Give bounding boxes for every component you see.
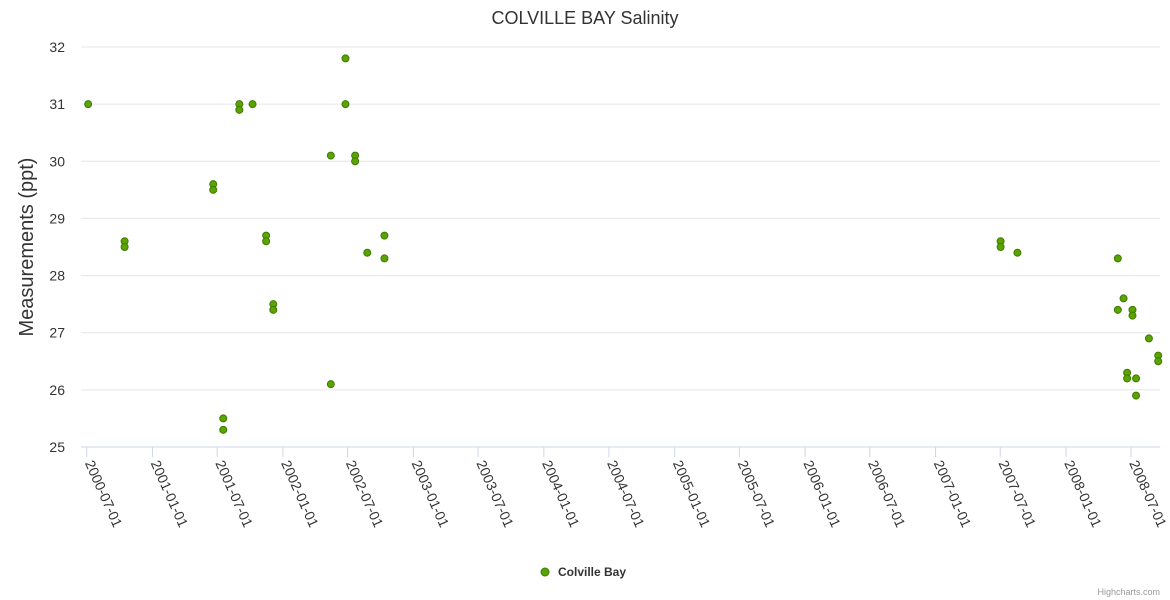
x-tick-label: 2004-07-01 [604, 458, 648, 530]
data-point[interactable] [1128, 311, 1137, 320]
y-tick-label: 32 [49, 39, 65, 55]
data-point[interactable] [209, 185, 218, 194]
x-tick-label: 2002-07-01 [343, 458, 387, 530]
x-tick-label: 2000-07-01 [82, 458, 126, 530]
data-point[interactable] [341, 100, 350, 109]
legend-marker [540, 567, 550, 577]
y-axis-label: Measurements (ppt) [16, 158, 38, 337]
x-tick-label: 2001-01-01 [148, 458, 192, 530]
x-tick-label: 2008-01-01 [1061, 458, 1105, 530]
data-point[interactable] [84, 100, 93, 109]
x-tick-label: 2008-07-01 [1126, 458, 1170, 530]
data-point[interactable] [380, 254, 389, 263]
data-point[interactable] [996, 243, 1005, 251]
data-point[interactable] [1132, 391, 1141, 400]
legend-label: Colville Bay [558, 565, 626, 579]
chart-title: COLVILLE BAY Salinity [491, 8, 678, 28]
data-point[interactable] [219, 425, 228, 434]
data-point[interactable] [1154, 357, 1163, 366]
y-tick-label: 31 [49, 96, 65, 112]
data-point[interactable] [1132, 374, 1141, 383]
points-layer [84, 54, 1163, 434]
x-tick-label: 2005-07-01 [735, 458, 779, 530]
data-point[interactable] [269, 305, 278, 314]
y-tick-label: 30 [49, 153, 65, 169]
data-point[interactable] [1113, 254, 1122, 263]
data-point[interactable] [326, 151, 335, 160]
data-point[interactable] [1119, 294, 1128, 303]
x-tick-label: 2005-01-01 [670, 458, 714, 530]
x-tick-label: 2003-01-01 [409, 458, 453, 530]
data-point[interactable] [219, 414, 228, 423]
data-point[interactable] [326, 380, 335, 389]
y-tick-label: 28 [49, 268, 65, 284]
axis-layer: 25 26 27 28 29 30 31 32 2000-07-01 2001-01-01 2001… [49, 39, 1170, 530]
y-tick-label: 26 [49, 382, 65, 398]
data-point[interactable] [1123, 374, 1132, 383]
grid-layer [81, 46, 1160, 391]
data-point[interactable] [1144, 334, 1153, 343]
x-tick-label: 2002-01-01 [278, 458, 322, 530]
x-tick-label: 2004-01-01 [539, 458, 583, 530]
y-tick-label: 27 [49, 325, 65, 341]
x-tick-label: 2003-07-01 [473, 458, 517, 530]
data-point[interactable] [363, 248, 372, 257]
data-point[interactable] [341, 54, 350, 63]
x-tick-label: 2006-07-01 [865, 458, 909, 530]
x-tick-label: 2006-01-01 [800, 458, 844, 530]
data-point[interactable] [262, 237, 271, 246]
data-point[interactable] [351, 157, 360, 166]
data-point[interactable] [120, 243, 129, 251]
data-point[interactable] [248, 100, 257, 109]
x-tick-label: 2007-07-01 [996, 458, 1040, 530]
legend[interactable]: Colville Bay [540, 565, 626, 579]
y-tick-label: 25 [49, 439, 65, 455]
data-point[interactable] [380, 231, 389, 240]
credits-link[interactable]: Highcharts.com [1097, 587, 1160, 597]
x-tick-label: 2007-01-01 [931, 458, 975, 530]
data-point[interactable] [1113, 305, 1122, 314]
y-tick-label: 29 [49, 210, 65, 226]
data-point[interactable] [235, 105, 244, 114]
x-tick-label: 2001-07-01 [212, 458, 256, 530]
data-point[interactable] [1013, 248, 1022, 257]
